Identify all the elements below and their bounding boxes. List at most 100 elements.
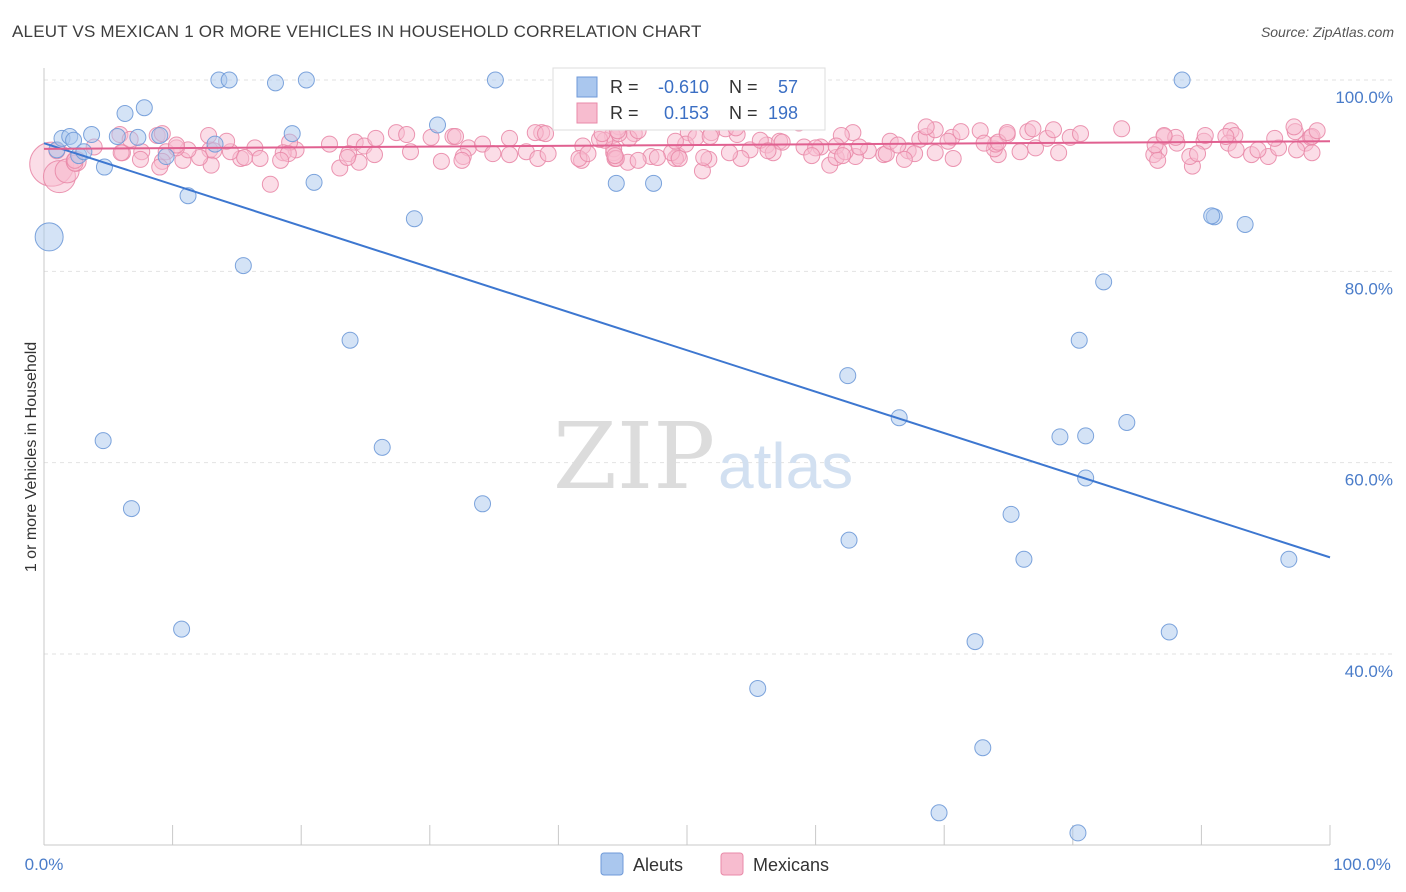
- aleuts-point: [1051, 428, 1069, 446]
- aleuts-point: [129, 128, 147, 146]
- aleuts-point: [116, 104, 134, 122]
- mexicans-point: [666, 132, 684, 150]
- y-tick-label: 60.0%: [1345, 471, 1393, 490]
- mexicans-point: [648, 148, 666, 166]
- bottom-legend-swatch-mexicans: [720, 852, 744, 876]
- mexicans-point: [537, 125, 555, 143]
- aleuts-point: [966, 633, 984, 651]
- aleuts-point: [283, 125, 301, 143]
- aleuts-point: [206, 135, 224, 153]
- mexicans-point: [1217, 127, 1235, 145]
- mexicans-point: [366, 146, 384, 164]
- x-tick-labels: 0.0% 100.0%: [25, 855, 1391, 874]
- mexicans-point: [432, 152, 450, 170]
- mexicans-point: [1189, 145, 1207, 163]
- aleuts-point: [405, 210, 423, 228]
- mexicans-point: [1155, 126, 1173, 144]
- mexicans-point: [338, 148, 356, 166]
- mexicans-point: [236, 148, 254, 166]
- mexicans-point: [1288, 141, 1306, 159]
- legend-n-label-aleuts: N =: [729, 77, 758, 97]
- bottom-legend-label-aleuts: Aleuts: [633, 855, 683, 875]
- mexicans-point: [579, 145, 597, 163]
- mexicans-point: [759, 142, 777, 160]
- chart-title: ALEUT VS MEXICAN 1 OR MORE VEHICLES IN H…: [12, 22, 702, 41]
- aleuts-point: [607, 174, 625, 192]
- mexicans-point: [695, 148, 713, 166]
- aleuts-point: [749, 679, 767, 697]
- mexicans-point: [367, 129, 385, 147]
- mexicans-point: [453, 151, 471, 169]
- aleuts-point: [974, 739, 992, 757]
- aleuts-point: [1095, 273, 1113, 291]
- mexicans-point: [952, 123, 970, 141]
- legend-box-frame: [552, 67, 826, 131]
- legend-n-label-mexicans: N =: [729, 103, 758, 123]
- mexicans-point: [917, 118, 935, 136]
- aleuts-point: [94, 432, 112, 450]
- mexicans-point: [687, 128, 705, 146]
- mexicans-point: [889, 136, 907, 154]
- aleuts-point: [474, 495, 492, 513]
- mexicans-point: [402, 143, 420, 161]
- mexicans-point: [720, 144, 738, 162]
- aleuts-point: [1077, 427, 1095, 445]
- aleuts-point: [1070, 331, 1088, 349]
- mexicans-point: [834, 147, 852, 165]
- aleuts-point: [173, 620, 191, 638]
- aleuts-point: [930, 804, 948, 822]
- mexicans-point: [272, 151, 290, 169]
- mexicans-trend-line: [43, 140, 1331, 150]
- axes: [43, 68, 1331, 846]
- mexicans-point: [398, 126, 416, 144]
- mexicans-point: [1011, 143, 1029, 161]
- legend-swatch-mexicans: [576, 102, 598, 124]
- mexicans-point: [501, 146, 519, 164]
- mexicans-point: [803, 147, 821, 165]
- mexicans-point: [1266, 129, 1284, 147]
- aleuts-point: [151, 126, 169, 144]
- watermark-zip: ZIP: [553, 403, 715, 510]
- aleuts-point: [373, 438, 391, 456]
- mexicans-point: [1196, 126, 1214, 144]
- aleuts-point: [341, 331, 359, 349]
- legend-r-value-aleuts: -0.610: [658, 77, 709, 97]
- mexicans-point: [251, 149, 269, 167]
- watermark-atlas: atlas: [718, 430, 853, 502]
- aleuts-point: [1280, 550, 1298, 568]
- aleuts-point: [297, 71, 315, 89]
- mexicans-point: [670, 149, 688, 167]
- mexicans-point: [131, 150, 149, 168]
- aleuts-point: [1160, 623, 1178, 641]
- aleuts-point: [157, 148, 175, 166]
- aleuts-point: [486, 71, 504, 89]
- aleuts-point: [1002, 505, 1020, 523]
- aleuts-point: [1069, 824, 1087, 842]
- aleuts-point: [266, 74, 284, 92]
- mexicans-point: [606, 147, 624, 165]
- aleuts-point: [1203, 207, 1221, 225]
- aleuts-point: [83, 126, 101, 144]
- mexicans-point: [112, 144, 130, 162]
- mexicans-point: [1050, 144, 1068, 162]
- mexicans-point: [320, 135, 338, 153]
- mexicans-point: [1113, 120, 1131, 138]
- legend-r-label-mexicans: R =: [610, 103, 639, 123]
- mexicans-point: [1285, 118, 1303, 136]
- bottom-legend-label-mexicans: Mexicans: [753, 855, 829, 875]
- mexicans-point: [539, 145, 557, 163]
- y-tick-labels: 100.0% 80.0% 60.0% 40.0%: [1335, 88, 1393, 681]
- aleuts-point: [108, 127, 126, 145]
- aleuts-point: [135, 99, 153, 117]
- mexicans-point: [501, 129, 519, 147]
- mexicans-point: [1045, 121, 1063, 139]
- aleuts-point: [840, 531, 858, 549]
- bottom-legend-swatch-aleuts: [600, 852, 624, 876]
- aleuts-point: [1015, 550, 1033, 568]
- mexicans-point: [1072, 125, 1090, 143]
- aleuts-point: [1236, 215, 1254, 233]
- source-credit: Source: ZipAtlas.com: [1260, 24, 1394, 40]
- aleuts-point: [429, 116, 447, 134]
- watermark: ZIP atlas: [553, 403, 853, 510]
